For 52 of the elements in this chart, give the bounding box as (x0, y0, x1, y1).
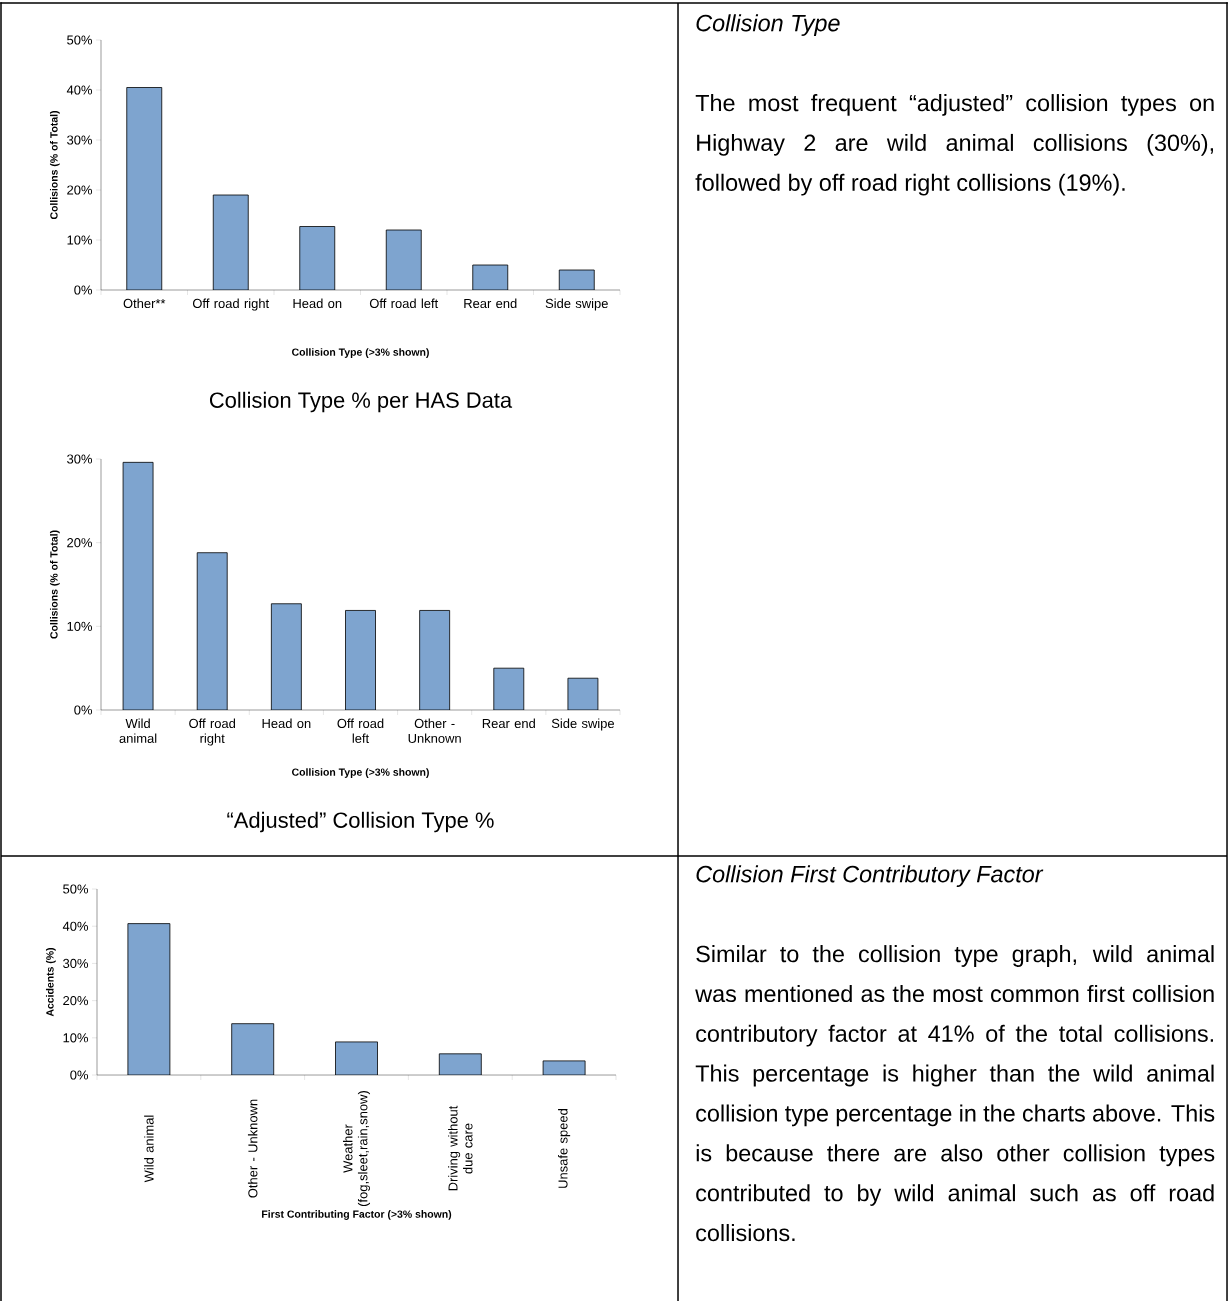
bar (419, 610, 451, 711)
bar (270, 603, 302, 711)
y-axis-title: Collisions (% of Total) (49, 110, 60, 220)
x-tick-label: Rear end (482, 718, 535, 729)
y-tick-label: 30% (67, 135, 93, 145)
x-tick-label: Side swipe (551, 718, 615, 731)
text: Collision Type % per HAS Data (209, 391, 513, 413)
x-tick-label: Off road left (369, 298, 439, 309)
y-tick-label: 10% (63, 1033, 89, 1043)
x-tick-label: Side swipe (545, 298, 608, 311)
x-tick-label: Off road right (189, 718, 236, 746)
x-tick-label: Off road left (337, 718, 384, 743)
text: Similar to the collision type graph, wild animal was mentioned as the most common first collision contributory factor at 41% of the total collisions. This percentage is higher than the wild animal collision type percentage in the charts above. This is because there are also other collision types contributed to by wild animal such as off road collisions. (695, 945, 1215, 1242)
y-tick-label: 40% (62, 921, 89, 931)
y-tick-label: 10% (67, 621, 93, 631)
y-tick-label: 20% (67, 185, 93, 195)
y-tick-label: 40% (66, 85, 93, 95)
x-axis-title: Collision Type (>3% shown) (292, 768, 429, 778)
y-tick-label: 0% (70, 1070, 89, 1080)
x-tick-label: Head on (262, 718, 311, 729)
text: “Adjusted” Collision Type % (227, 811, 494, 833)
y-tick-label: 20% (67, 538, 93, 548)
x-tick-label: Wild animal (119, 718, 157, 743)
x-tick-label: Weather (fog,sleet,rain,snow) (342, 1091, 371, 1207)
y-tick-label: 50% (67, 35, 93, 45)
y-tick-label: 50% (63, 884, 89, 894)
bar (122, 461, 154, 711)
x-tick-label: Other** (123, 298, 166, 309)
x-tick-label: Wild animal (144, 1115, 154, 1183)
x-tick-label: Other - Unknown (247, 1099, 258, 1198)
y-tick-label: 0% (74, 285, 93, 295)
y-tick-label: 10% (67, 235, 93, 245)
x-tick-label: Unsafe speed (558, 1109, 571, 1188)
x-axis-title: Collision Type (>3% shown) (292, 348, 429, 358)
x-axis-title: First Contributing Factor (>3% shown) (262, 1210, 452, 1220)
x-tick-label: Off road right (192, 298, 270, 311)
text: Collision First Contributory Factor (696, 865, 1044, 888)
bar (493, 667, 525, 711)
x-tick-label: Driving without due care (448, 1105, 473, 1191)
y-axis-title: Accidents (%) (45, 947, 56, 1017)
bar (196, 552, 228, 711)
y-tick-label: 20% (63, 996, 89, 1006)
text: The most frequent “adjusted” collision types on Highway 2 are wild animal collisions (30%), followed by off road right collisions (19%). (695, 94, 1214, 196)
x-tick-label: Other - Unknown (408, 718, 461, 743)
y-tick-label: 30% (63, 958, 89, 968)
y-tick-label: 0% (74, 705, 93, 715)
x-tick-label: Head on (293, 298, 342, 309)
x-tick-label: Rear end (464, 298, 517, 309)
y-tick-label: 30% (67, 454, 93, 464)
y-axis-title: Collisions (% of Total) (49, 530, 60, 639)
text: Collision Type (696, 14, 840, 37)
bar (345, 610, 376, 711)
